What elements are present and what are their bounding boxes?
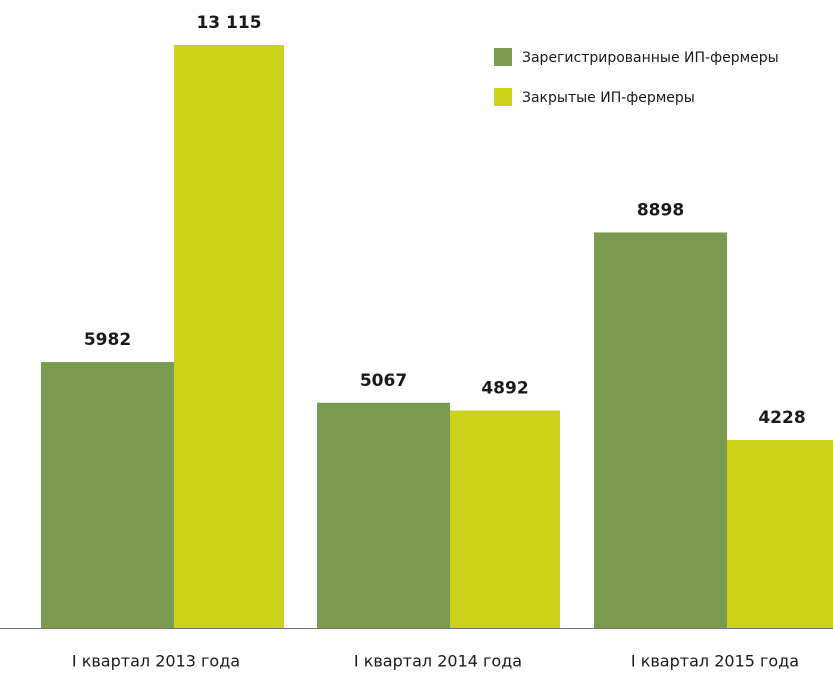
bar	[727, 440, 833, 628]
data-label: 13 115	[196, 13, 261, 33]
bar	[594, 232, 727, 628]
legend-label: Зарегистрированные ИП-фермеры	[522, 50, 779, 66]
data-label: 4892	[481, 379, 528, 399]
bar	[174, 45, 284, 628]
legend-swatch	[494, 88, 512, 106]
data-label: 5982	[84, 330, 131, 350]
data-label: 8898	[637, 200, 684, 220]
data-label: 5067	[360, 371, 407, 391]
x-tick-label: I квартал 2015 года	[631, 652, 799, 671]
legend-swatch	[494, 48, 512, 66]
bar	[317, 402, 450, 628]
bar	[41, 362, 174, 628]
data-label: 4228	[758, 408, 805, 428]
legend-label: Закрытые ИП-фермеры	[522, 90, 695, 106]
bar	[450, 410, 560, 628]
x-tick-label: I квартал 2014 года	[354, 652, 522, 671]
x-tick-label: I квартал 2013 года	[72, 652, 240, 671]
